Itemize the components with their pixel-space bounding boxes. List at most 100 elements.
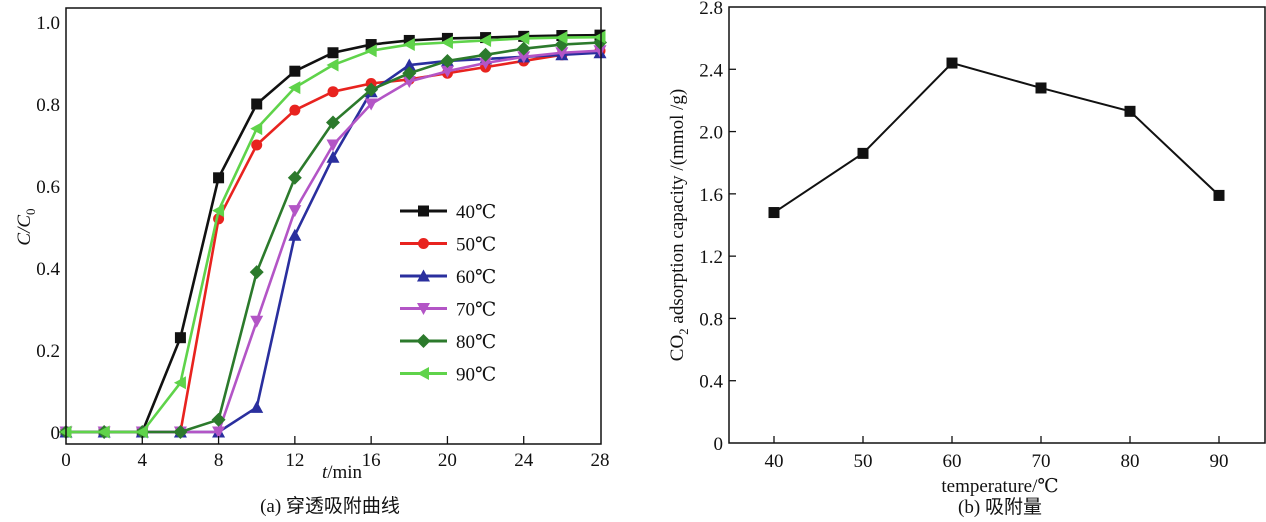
data-point — [173, 425, 188, 439]
y-axis-title-main: C — [14, 233, 35, 246]
legend-label: 60℃ — [456, 267, 496, 288]
legend-label: 90℃ — [456, 365, 496, 386]
series-50℃ — [60, 45, 606, 438]
legend-marker — [418, 238, 429, 249]
x-tick-label: 60 — [943, 451, 962, 472]
legend-label: 40℃ — [456, 202, 496, 223]
data-point — [249, 265, 264, 280]
y-tick-label: 0.8 — [699, 309, 723, 330]
data-point — [326, 139, 340, 152]
data-point — [517, 31, 530, 45]
x-tick-label: 0 — [61, 450, 71, 471]
y-tick-label: 0.6 — [36, 177, 60, 198]
x-tick-label: 40 — [765, 451, 784, 472]
legend-marker — [417, 367, 429, 380]
legend-marker — [417, 303, 430, 315]
data-point — [173, 376, 186, 390]
data-point — [288, 228, 302, 241]
series-capacity — [768, 57, 1225, 219]
x-tick-label: 8 — [214, 450, 224, 471]
series-80℃ — [59, 35, 607, 439]
data-point — [364, 44, 377, 58]
y-axis-title-sub: 2 — [676, 328, 691, 335]
data-point — [97, 425, 110, 439]
data-point — [250, 122, 263, 136]
y-tick-label: 1.2 — [699, 247, 723, 268]
legend-item: 40℃ — [400, 202, 496, 223]
data-point — [857, 147, 869, 159]
y-tick-label: 2.4 — [699, 60, 723, 81]
x-tick-label: 24 — [514, 450, 534, 471]
axis-ticks: 40 50 60 70 80 90 0 0.4 0.8 1.2 1.6 2.0 2.4 2.8 — [699, 0, 1228, 472]
data-point — [211, 412, 226, 427]
data-point — [1124, 105, 1136, 117]
data-point — [289, 104, 301, 116]
data-point — [402, 66, 417, 81]
x-tick-label: 16 — [362, 450, 381, 471]
x-axis-title-unit: /min — [327, 462, 362, 483]
plot-frame — [65, 7, 602, 445]
y-axis-title-post: adsorption capacity /(mmol /g) — [667, 89, 688, 329]
series-line — [773, 61, 1220, 214]
series-group — [59, 29, 607, 439]
x-tick-label: 4 — [138, 450, 148, 471]
data-point — [593, 30, 606, 44]
series-line — [66, 51, 601, 434]
data-point — [288, 81, 301, 95]
data-point — [327, 47, 339, 59]
y-tick-label: 0 — [714, 434, 724, 455]
y-axis-title: CO2 adsorption capacity /(mmol /g) — [667, 89, 691, 361]
data-point — [479, 33, 492, 47]
x-tick-label: 12 — [285, 450, 304, 471]
data-point — [213, 172, 225, 184]
x-tick-label: 80 — [1121, 451, 1140, 472]
data-point — [479, 57, 493, 70]
data-point — [326, 150, 340, 163]
y-tick-label: 2.0 — [699, 123, 723, 144]
y-axis-title-pre: CO — [667, 335, 688, 361]
data-point — [440, 36, 453, 49]
y-tick-label: 0.4 — [36, 259, 60, 280]
data-point — [946, 57, 958, 69]
y-tick-label: 0.4 — [699, 372, 723, 393]
data-point — [440, 53, 455, 68]
legend-marker — [417, 269, 430, 282]
x-axis-title: temperature/℃ — [941, 476, 1058, 497]
y-axis-title-sub: 0 — [23, 208, 38, 215]
y-axis-title: C/C0 — [14, 208, 38, 245]
data-point — [326, 115, 340, 130]
data-point — [250, 315, 264, 328]
y-tick-label: 0.2 — [36, 341, 60, 362]
x-tick-label: 50 — [854, 451, 873, 472]
data-point — [402, 75, 416, 88]
legend-item: 60℃ — [400, 267, 496, 288]
data-point — [593, 45, 607, 58]
data-point — [365, 39, 377, 51]
y-tick-label: 1.0 — [36, 13, 60, 34]
data-point — [364, 98, 378, 111]
data-point — [135, 425, 148, 439]
series-90℃ — [59, 30, 606, 439]
data-point — [555, 31, 568, 45]
y-tick-label: 2.8 — [699, 0, 723, 19]
series-line — [66, 49, 601, 434]
data-point — [517, 51, 531, 64]
x-tick-label: 90 — [1210, 451, 1229, 472]
plot-frame — [728, 6, 1266, 444]
data-point — [441, 32, 453, 44]
data-point — [768, 207, 780, 219]
adsorption-capacity-chart: 40 50 60 70 80 90 0 0.4 0.8 1.2 1.6 2.0 2.4 2.8 CO2 a… — [667, 0, 1266, 518]
y-tick-label: 1.6 — [699, 185, 723, 206]
data-point — [440, 65, 454, 78]
x-axis-title: t/min — [322, 462, 363, 483]
data-point — [250, 400, 264, 413]
data-point — [1213, 189, 1225, 201]
y-tick-label: 0 — [51, 423, 61, 444]
legend-marker — [416, 334, 431, 348]
x-tick-label: 28 — [591, 450, 610, 471]
x-axis-title-var: t — [322, 462, 328, 483]
data-point — [403, 34, 415, 46]
series-line — [66, 49, 601, 434]
series-line — [66, 41, 601, 434]
data-point — [251, 98, 263, 110]
